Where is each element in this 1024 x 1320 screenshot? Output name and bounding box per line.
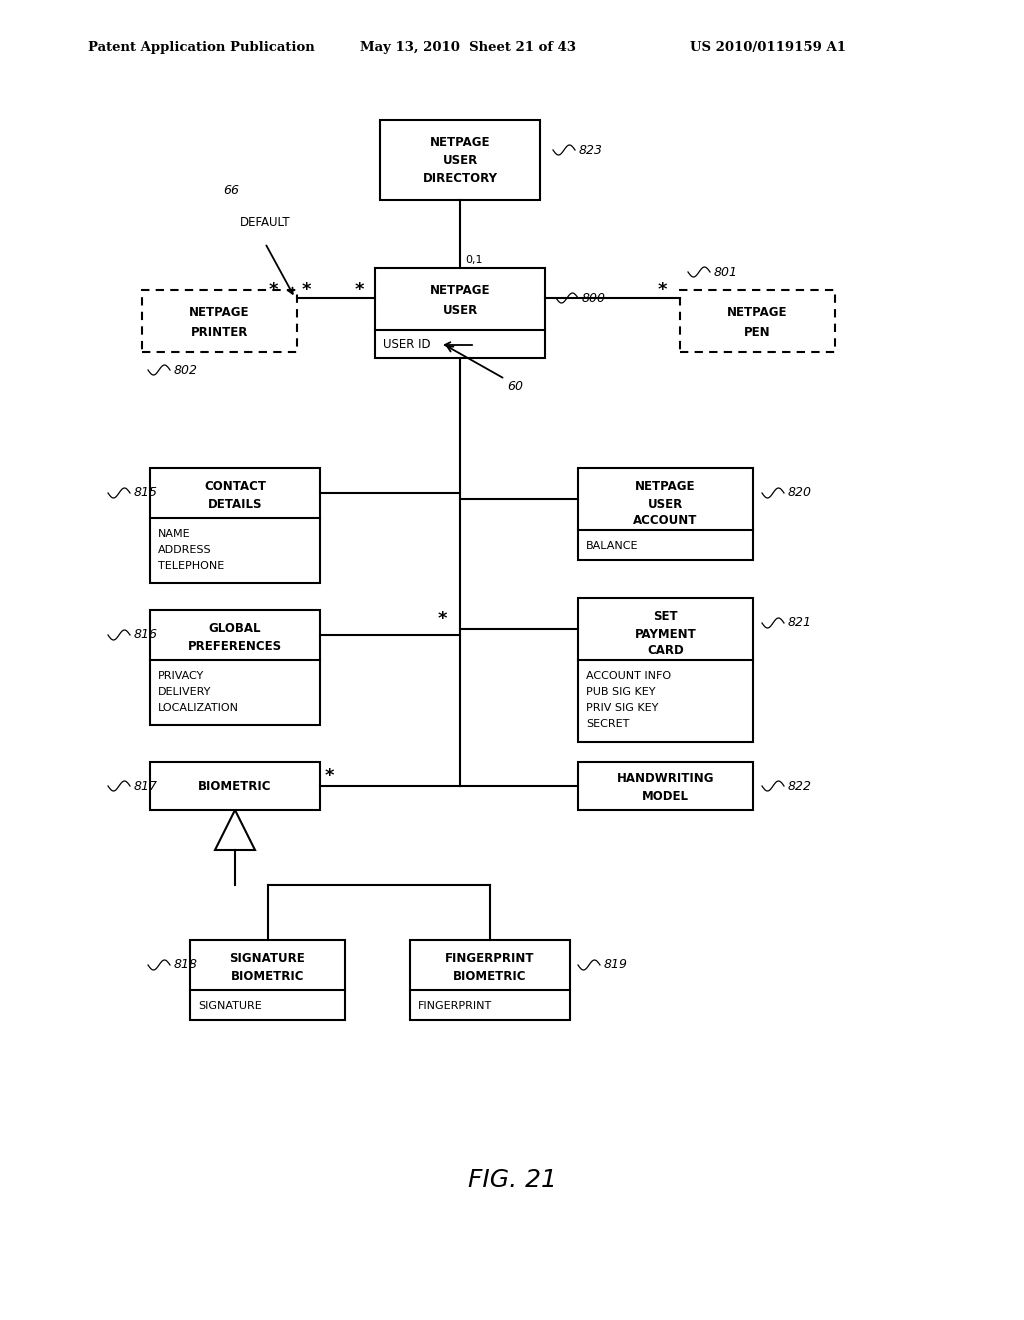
Text: 820: 820 (788, 487, 812, 499)
Text: BALANCE: BALANCE (586, 541, 639, 550)
Text: DIRECTORY: DIRECTORY (423, 172, 498, 185)
Text: GLOBAL: GLOBAL (209, 622, 261, 635)
Text: MODEL: MODEL (642, 789, 689, 803)
Text: FIG. 21: FIG. 21 (468, 1168, 556, 1192)
Bar (190, 940, 345, 1020)
Text: 819: 819 (604, 958, 628, 972)
Text: NETPAGE: NETPAGE (430, 136, 490, 149)
Text: PEN: PEN (744, 326, 771, 338)
Bar (578, 469, 753, 560)
Bar (150, 762, 319, 810)
Text: USER ID: USER ID (383, 338, 431, 351)
Text: TELEPHONE: TELEPHONE (158, 561, 224, 572)
Text: *: * (355, 281, 365, 300)
Text: 816: 816 (134, 628, 158, 642)
Text: NAME: NAME (158, 529, 190, 539)
Text: ACCOUNT: ACCOUNT (633, 513, 697, 527)
Text: PAYMENT: PAYMENT (635, 627, 696, 640)
Text: 800: 800 (582, 292, 606, 305)
Bar (375, 268, 545, 358)
Text: NETPAGE: NETPAGE (430, 284, 490, 297)
Text: PRIVACY: PRIVACY (158, 671, 204, 681)
Text: DETAILS: DETAILS (208, 498, 262, 511)
Text: 0,1: 0,1 (465, 255, 482, 265)
Text: PREFERENCES: PREFERENCES (188, 639, 282, 652)
Text: 801: 801 (714, 265, 738, 279)
Text: 818: 818 (174, 958, 198, 972)
Text: USER: USER (648, 498, 683, 511)
Text: 822: 822 (788, 780, 812, 792)
Text: FINGERPRINT: FINGERPRINT (418, 1001, 493, 1011)
Text: PRIV SIG KEY: PRIV SIG KEY (586, 704, 658, 713)
Text: *: * (325, 767, 335, 785)
Text: May 13, 2010  Sheet 21 of 43: May 13, 2010 Sheet 21 of 43 (360, 41, 575, 54)
Text: BIOMETRIC: BIOMETRIC (230, 969, 304, 982)
Text: 817: 817 (134, 780, 158, 792)
Text: CONTACT: CONTACT (204, 479, 266, 492)
Bar (680, 290, 835, 352)
Text: 821: 821 (788, 616, 812, 630)
Text: BIOMETRIC: BIOMETRIC (199, 780, 271, 792)
Bar (142, 290, 297, 352)
Text: HANDWRITING: HANDWRITING (616, 771, 715, 784)
Text: ADDRESS: ADDRESS (158, 545, 212, 554)
Text: US 2010/0119159 A1: US 2010/0119159 A1 (690, 41, 846, 54)
Text: ACCOUNT INFO: ACCOUNT INFO (586, 671, 671, 681)
Text: SECRET: SECRET (586, 719, 630, 729)
Text: NETPAGE: NETPAGE (727, 305, 787, 318)
Text: PRINTER: PRINTER (190, 326, 248, 338)
Text: 66: 66 (223, 183, 239, 197)
Text: DEFAULT: DEFAULT (240, 216, 291, 230)
Text: USER: USER (442, 153, 477, 166)
Text: USER: USER (442, 304, 477, 317)
Text: NETPAGE: NETPAGE (189, 305, 250, 318)
Text: *: * (438, 610, 447, 628)
Text: PUB SIG KEY: PUB SIG KEY (586, 686, 655, 697)
Text: CARD: CARD (647, 644, 684, 656)
Text: SIGNATURE: SIGNATURE (229, 952, 305, 965)
Bar (150, 469, 319, 583)
Text: *: * (269, 281, 279, 300)
Text: SET: SET (653, 610, 678, 623)
Text: *: * (658, 281, 668, 300)
Bar (380, 120, 540, 201)
Bar (410, 940, 570, 1020)
Text: BIOMETRIC: BIOMETRIC (454, 969, 526, 982)
Text: SIGNATURE: SIGNATURE (198, 1001, 262, 1011)
Text: 60: 60 (507, 380, 523, 392)
Bar (150, 610, 319, 725)
Text: 823: 823 (579, 144, 603, 157)
Text: *: * (302, 281, 311, 300)
Text: Patent Application Publication: Patent Application Publication (88, 41, 314, 54)
Text: DELIVERY: DELIVERY (158, 686, 211, 697)
Text: FINGERPRINT: FINGERPRINT (445, 952, 535, 965)
Text: 802: 802 (174, 363, 198, 376)
Text: 815: 815 (134, 487, 158, 499)
Text: NETPAGE: NETPAGE (635, 479, 695, 492)
Text: LOCALIZATION: LOCALIZATION (158, 704, 239, 713)
Bar (578, 598, 753, 742)
Bar (578, 762, 753, 810)
